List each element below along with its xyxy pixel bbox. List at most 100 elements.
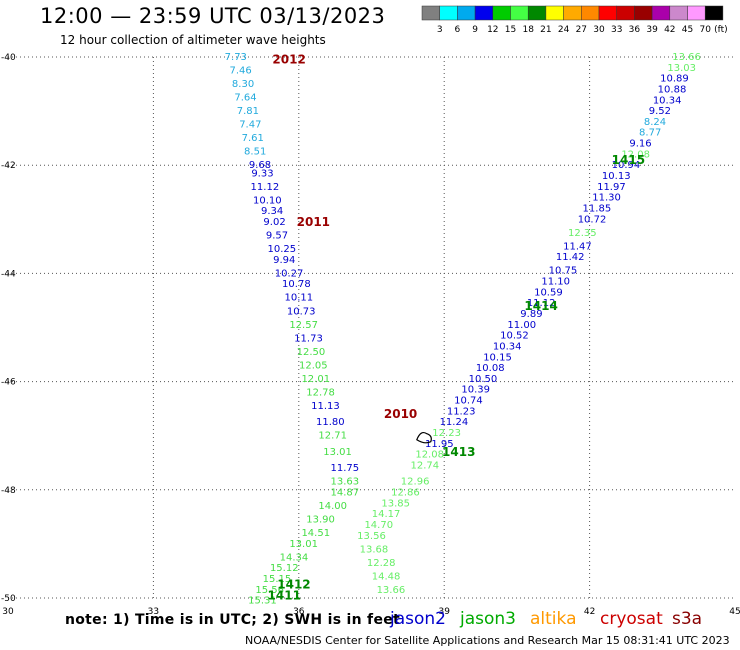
- colorbar-label: 9: [472, 25, 478, 35]
- wave-height-point: 9.68: [249, 160, 271, 171]
- x-tick-label: 33: [148, 607, 159, 617]
- pass-time-label: 1414: [524, 299, 557, 313]
- wave-height-point: 9.94: [273, 255, 295, 266]
- wave-height-point: 14.17: [372, 509, 401, 520]
- x-tick-label: 39: [438, 607, 450, 617]
- colorbar-swatch: [687, 5, 706, 21]
- wave-height-point: 9.34: [261, 206, 283, 217]
- colorbar-label: 27: [576, 25, 587, 35]
- wave-height-point: 10.52: [500, 331, 529, 342]
- colorbar-swatch: [616, 5, 635, 21]
- colorbar-label: 39: [646, 25, 658, 35]
- wave-height-point: 11.80: [316, 417, 345, 428]
- colorbar-label: 3: [437, 25, 443, 35]
- wave-height-point: 10.34: [653, 95, 682, 106]
- wave-height-point: 15.15: [263, 574, 292, 585]
- colorbar-label: 12: [487, 25, 498, 35]
- wave-height-point: 12.08: [415, 450, 444, 461]
- wave-height-point: 13.63: [331, 477, 360, 488]
- wave-height-point: 9.02: [263, 217, 285, 228]
- wave-height-point: 11.13: [311, 401, 340, 412]
- legend-s3a: s3a: [672, 609, 703, 629]
- x-tick-label: 45: [729, 607, 740, 617]
- wave-height-point: 9.57: [266, 231, 288, 242]
- wave-height-point: 10.88: [658, 84, 687, 95]
- wave-height-point: 10.89: [660, 74, 689, 85]
- y-tick-label: -40: [1, 53, 16, 63]
- wave-height-point: 10.73: [287, 306, 316, 317]
- legend-cryosat: cryosat: [600, 609, 663, 629]
- colorbar-swatch: [492, 5, 511, 21]
- wave-height-point: 11.73: [294, 333, 323, 344]
- wave-height-point: 13.85: [381, 498, 410, 509]
- wave-height-point: 9.89: [520, 309, 542, 320]
- island-outline: [416, 431, 432, 444]
- colorbar-swatch: [439, 5, 458, 21]
- colorbar-label: 21: [540, 25, 551, 35]
- colorbar-swatch: [510, 5, 529, 21]
- colorbar-swatch: [527, 5, 547, 21]
- colorbar-swatch: [421, 5, 440, 21]
- colorbar-swatch: [563, 5, 582, 21]
- colorbar-unit: (ft): [714, 25, 728, 35]
- wave-height-point: 10.59: [534, 287, 563, 298]
- wave-height-point: 10.27: [275, 268, 304, 279]
- wave-height-point: 10.39: [461, 385, 490, 396]
- wave-height-point: 13.68: [360, 544, 389, 555]
- pass-time-label: 2010: [384, 407, 417, 421]
- wave-height-point: 8.24: [644, 117, 666, 128]
- wave-height-point: 8.30: [232, 79, 254, 90]
- wave-height-point: 11.12: [527, 298, 556, 309]
- wave-height-point: 15.31: [248, 596, 277, 607]
- wave-height-point: 13.01: [289, 539, 318, 550]
- wave-height-point: 12.57: [289, 320, 318, 331]
- wave-height-point: 10.78: [282, 279, 311, 290]
- colorbar-swatch: [669, 5, 688, 21]
- legend-altika: altika: [530, 609, 577, 629]
- colorbar-label: 70: [699, 25, 711, 35]
- wave-height-point: 10.25: [268, 244, 297, 255]
- colorbar-swatch: [474, 5, 494, 21]
- x-tick-label: 36: [293, 607, 305, 617]
- wave-height-point: 10.75: [549, 266, 578, 277]
- wave-height-point: 12.50: [297, 347, 326, 358]
- wave-height-point: 11.10: [541, 277, 570, 288]
- wave-height-point: 15.12: [270, 563, 299, 574]
- pass-time-label: 2012: [272, 53, 305, 67]
- colorbar-swatch: [704, 5, 724, 21]
- wave-height-point: 14.34: [280, 552, 309, 563]
- wave-height-point: 7.61: [242, 133, 264, 144]
- wave-height-point: 10.50: [469, 374, 498, 385]
- wave-height-point: 12.78: [306, 387, 335, 398]
- colorbar-label: 6: [455, 25, 461, 35]
- colorbar-label: 45: [682, 25, 693, 35]
- colorbar-label: 36: [629, 25, 641, 35]
- wave-height-point: 9.33: [251, 168, 273, 179]
- wave-height-point: 12.28: [367, 558, 396, 569]
- wave-height-point: 11.85: [583, 203, 612, 214]
- x-tick-label: 42: [584, 607, 595, 617]
- y-tick-label: -46: [1, 378, 16, 388]
- colorbar-swatch: [545, 5, 564, 21]
- wave-height-point: 11.12: [251, 182, 280, 193]
- wave-height-point: 13.56: [357, 531, 386, 542]
- wave-height-point: 10.08: [476, 363, 505, 374]
- wave-height-point: 11.23: [447, 406, 476, 417]
- wave-height-point: 15.56: [255, 585, 284, 596]
- wave-height-point: 10.94: [612, 160, 641, 171]
- colorbar-label: 42: [664, 25, 675, 35]
- wave-height-point: 8.77: [639, 128, 661, 139]
- wave-height-point: 9.16: [629, 139, 651, 150]
- wave-height-point: 13.03: [667, 63, 696, 74]
- wave-height-point: 11.95: [425, 439, 454, 450]
- wave-height-point: 8.51: [244, 147, 266, 158]
- pass-time-label: 1413: [442, 445, 475, 459]
- wave-height-point: 12.71: [318, 431, 347, 442]
- pass-time-label: 1411: [268, 588, 301, 602]
- wave-height-point: 7.47: [239, 120, 261, 131]
- wave-height-point: 14.51: [301, 528, 330, 539]
- y-tick-label: -50: [1, 594, 16, 604]
- y-tick-label: -42: [1, 161, 16, 171]
- wave-height-point: 11.42: [556, 252, 585, 263]
- wave-height-point: 12.96: [401, 477, 430, 488]
